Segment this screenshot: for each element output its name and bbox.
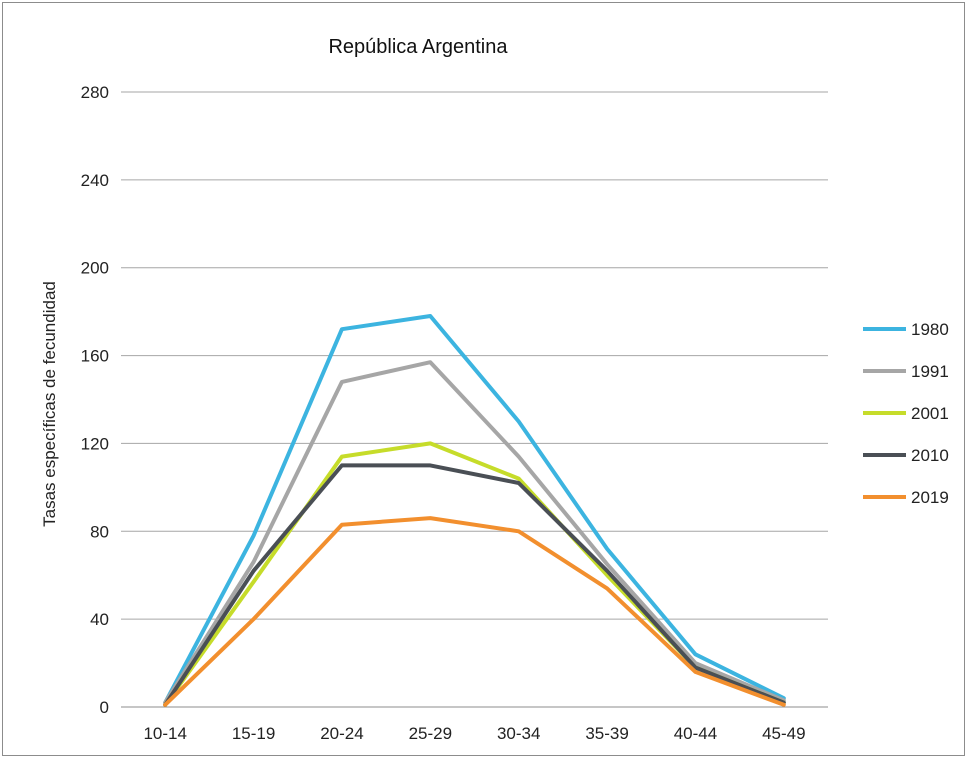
x-axis-ticks: 10-14 15-19 20-24 25-29 30-34 35-39 40-44 45-49 [143, 724, 805, 743]
y-tick-label: 80 [90, 522, 109, 541]
y-tick-label: 0 [100, 698, 109, 717]
legend-label-2010: 2010 [911, 446, 949, 465]
y-tick-label: 240 [81, 171, 109, 190]
series-line-1980 [163, 314, 786, 705]
series-lines [163, 314, 786, 707]
legend: 1980 1991 2001 2010 2019 [863, 320, 949, 507]
x-tick-label: 25-29 [409, 724, 452, 743]
y-tick-label: 160 [81, 347, 109, 366]
gridlines [121, 91, 828, 708]
x-tick-label: 30-34 [497, 724, 540, 743]
x-tick-label: 10-14 [143, 724, 186, 743]
x-tick-label: 40-44 [674, 724, 717, 743]
legend-label-1991: 1991 [911, 362, 949, 381]
x-tick-label: 15-19 [232, 724, 275, 743]
x-tick-label: 20-24 [320, 724, 363, 743]
y-tick-label: 40 [90, 610, 109, 629]
chart-title: República Argentina [328, 36, 508, 58]
x-tick-label: 35-39 [585, 724, 628, 743]
series-line-2010 [163, 463, 786, 707]
legend-label-2019: 2019 [911, 488, 949, 507]
series-line-1991 [163, 360, 786, 705]
legend-label-1980: 1980 [911, 320, 949, 339]
y-tick-label: 200 [81, 259, 109, 278]
x-tick-label: 45-49 [762, 724, 805, 743]
series-line-2019 [163, 516, 786, 707]
legend-label-2001: 2001 [911, 404, 949, 423]
line-chart: República Argentina 0 40 80 120 160 200 240 280… [40, 36, 949, 743]
y-tick-label: 280 [81, 83, 109, 102]
y-tick-label: 120 [81, 434, 109, 453]
y-axis-title: Tasas específicas de fecundidad [40, 281, 59, 527]
y-axis-ticks: 0 40 80 120 160 200 240 280 [81, 83, 109, 717]
